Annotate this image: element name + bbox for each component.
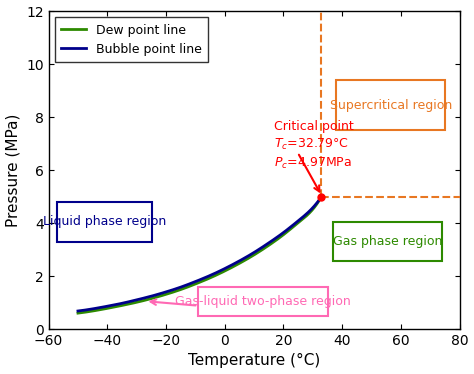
Text: Liquid phase region: Liquid phase region [43, 215, 166, 228]
Legend: Dew point line, Bubble point line: Dew point line, Bubble point line [55, 17, 208, 62]
Dew point line [75, 311, 81, 315]
Y-axis label: Pressure (MPa): Pressure (MPa) [6, 113, 20, 227]
Bubble point line [252, 250, 257, 254]
Text: Gas-liquid two-phase region: Gas-liquid two-phase region [175, 295, 351, 308]
Bubble point line [155, 292, 160, 297]
Dew point line [251, 253, 256, 258]
Dew point line [104, 306, 110, 311]
Text: $P_c$=4.97MPa: $P_c$=4.97MPa [274, 156, 352, 171]
Line: Bubble point line: Bubble point line [78, 197, 321, 311]
Bubble point line [104, 304, 110, 309]
Dew point line [318, 195, 324, 200]
Bubble point line [318, 195, 324, 200]
Bubble point line [75, 309, 81, 313]
Dew point line [252, 252, 257, 257]
Line: Dew point line: Dew point line [78, 197, 321, 313]
Bubble point line [251, 251, 256, 255]
Text: Critical point: Critical point [274, 120, 354, 133]
Dew point line [172, 289, 177, 294]
Dew point line [228, 266, 234, 270]
Bubble point line [228, 263, 234, 268]
Bubble point line [172, 287, 177, 292]
Text: Gas phase region: Gas phase region [333, 235, 442, 248]
Text: $T_c$=32.79°C: $T_c$=32.79°C [274, 137, 348, 153]
Text: Supercritical region: Supercritical region [329, 99, 452, 111]
Dew point line [155, 295, 160, 299]
X-axis label: Temperature (°C): Temperature (°C) [188, 353, 320, 368]
